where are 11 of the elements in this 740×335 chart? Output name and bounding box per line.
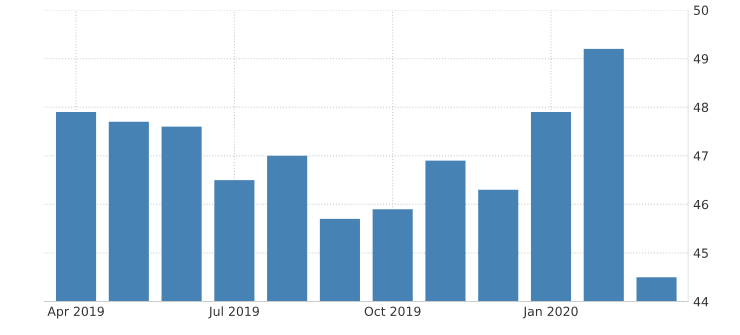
y-tick-label: 49	[694, 54, 708, 64]
x-tick-label: Oct 2019	[364, 306, 421, 316]
y-tick-label: 47	[694, 151, 708, 161]
x-tick-label: Jul 2019	[208, 306, 259, 318]
y-tick-label: 44	[694, 297, 708, 306]
x-tick-label: Apr 2019	[47, 306, 104, 318]
y-tick-label: 46	[694, 200, 708, 210]
y-tick-label: 45	[694, 248, 708, 258]
y-tick-label: 48	[694, 102, 708, 112]
y-tick-label: 50	[694, 6, 708, 15]
x-tick-label: Jan 2020	[522, 306, 578, 318]
